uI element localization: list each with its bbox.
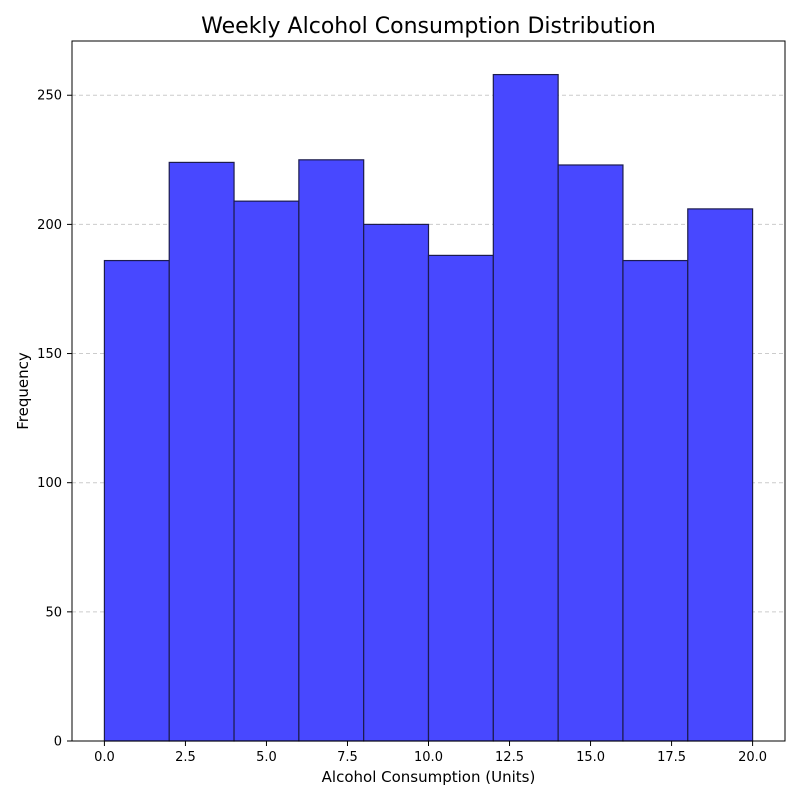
chart-title: Weekly Alcohol Consumption Distribution bbox=[201, 14, 656, 39]
x-tick-label: 20.0 bbox=[738, 750, 767, 765]
histogram-bar bbox=[492, 73, 559, 742]
histogram-bar bbox=[622, 259, 689, 742]
y-tick-label: 0 bbox=[54, 735, 62, 750]
x-tick-label: 17.5 bbox=[657, 750, 686, 765]
x-tick-label: 15.0 bbox=[576, 750, 605, 765]
x-axis-label: Alcohol Consumption (Units) bbox=[322, 768, 536, 786]
histogram-bar bbox=[557, 164, 624, 742]
y-tick-label: 250 bbox=[37, 89, 62, 104]
x-tick-label: 0.0 bbox=[94, 750, 115, 765]
histogram-bar bbox=[298, 159, 365, 742]
bars-layer bbox=[103, 73, 754, 742]
y-tick-label: 100 bbox=[37, 476, 62, 491]
histogram-bar bbox=[363, 223, 430, 742]
x-tick-label: 12.5 bbox=[495, 750, 524, 765]
x-tick-label: 7.5 bbox=[337, 750, 358, 765]
y-tick-label: 50 bbox=[45, 605, 62, 620]
x-tick-label: 2.5 bbox=[175, 750, 196, 765]
y-ticks-layer: 0 50 100 150 200 250 bbox=[37, 89, 72, 750]
histogram-bar bbox=[233, 200, 300, 742]
histogram-bar bbox=[427, 254, 494, 742]
y-tick-label: 150 bbox=[37, 347, 62, 362]
histogram-bar bbox=[687, 208, 754, 742]
histogram-bar bbox=[168, 161, 235, 742]
y-tick-label: 200 bbox=[37, 218, 62, 233]
x-tick-label: 5.0 bbox=[256, 750, 277, 765]
histogram-bar bbox=[103, 259, 170, 742]
y-axis-label: Frequency bbox=[14, 352, 32, 430]
x-tick-label: 10.0 bbox=[414, 750, 443, 765]
x-ticks-layer: 0.0 2.5 5.0 7.5 10.0 12.5 15.0 17.5 20.0 bbox=[94, 741, 767, 765]
